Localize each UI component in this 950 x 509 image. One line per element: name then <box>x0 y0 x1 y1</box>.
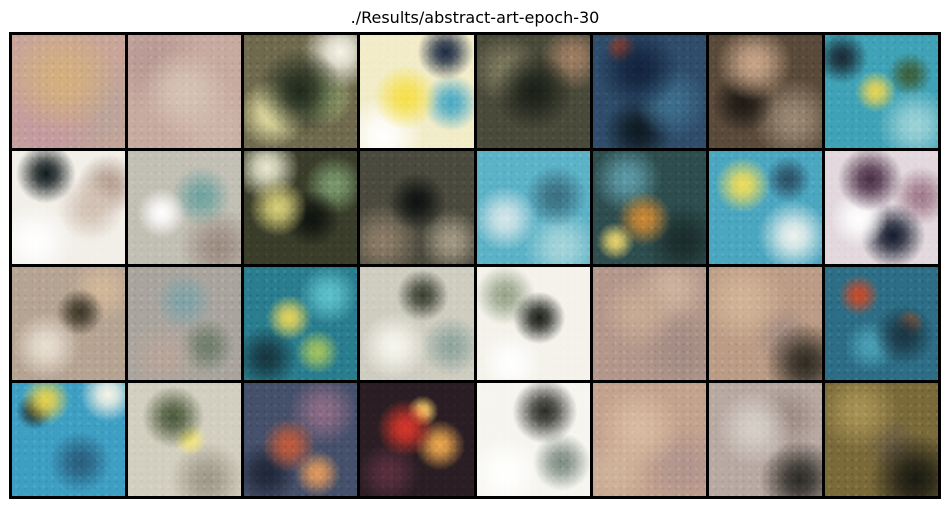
generated-image-tile <box>244 151 358 264</box>
generated-image-tile <box>12 383 126 496</box>
generated-image-tile <box>244 267 358 380</box>
generated-image-tile <box>360 267 474 380</box>
generated-image-tile <box>476 383 590 496</box>
generated-image-tile <box>824 383 938 496</box>
generated-image-tile <box>708 35 822 148</box>
generated-image-tile <box>592 35 706 148</box>
generated-image-tile <box>708 383 822 496</box>
generated-image-tile <box>244 35 358 148</box>
generated-image-tile <box>592 151 706 264</box>
generated-image-tile <box>12 35 126 148</box>
generated-image-tile <box>360 151 474 264</box>
generated-image-tile <box>592 267 706 380</box>
generated-image-tile <box>708 151 822 264</box>
generated-image-tile <box>360 383 474 496</box>
generated-image-tile <box>708 267 822 380</box>
image-grid <box>9 32 941 499</box>
generated-image-tile <box>360 35 474 148</box>
generated-image-tile <box>592 383 706 496</box>
generated-image-tile <box>128 267 242 380</box>
generated-image-tile <box>824 35 938 148</box>
generated-image-tile <box>824 267 938 380</box>
generated-image-tile <box>476 35 590 148</box>
generated-image-tile <box>476 267 590 380</box>
generated-image-tile <box>824 151 938 264</box>
generated-image-tile <box>128 151 242 264</box>
generated-image-tile <box>12 151 126 264</box>
figure-title: ./Results/abstract-art-epoch-30 <box>350 8 600 27</box>
generated-image-tile <box>128 383 242 496</box>
generated-image-tile <box>476 151 590 264</box>
generated-image-tile <box>244 383 358 496</box>
generated-image-tile <box>128 35 242 148</box>
generated-image-tile <box>12 267 126 380</box>
